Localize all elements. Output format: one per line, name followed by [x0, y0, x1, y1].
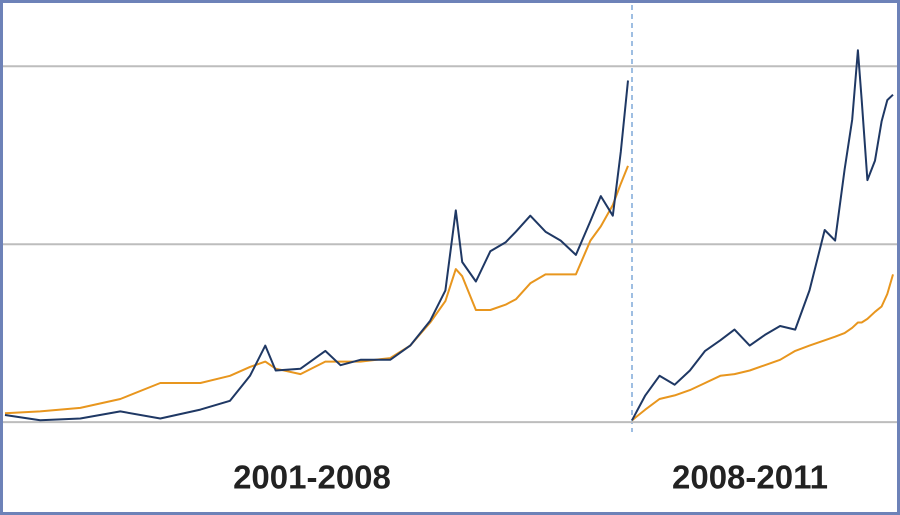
period-label: 2008-2011 — [672, 459, 828, 496]
series-line — [631, 49, 894, 421]
series-line — [4, 165, 629, 415]
series-line — [631, 274, 894, 422]
period-label: 2001-2008 — [233, 459, 391, 496]
series-line — [4, 80, 629, 422]
